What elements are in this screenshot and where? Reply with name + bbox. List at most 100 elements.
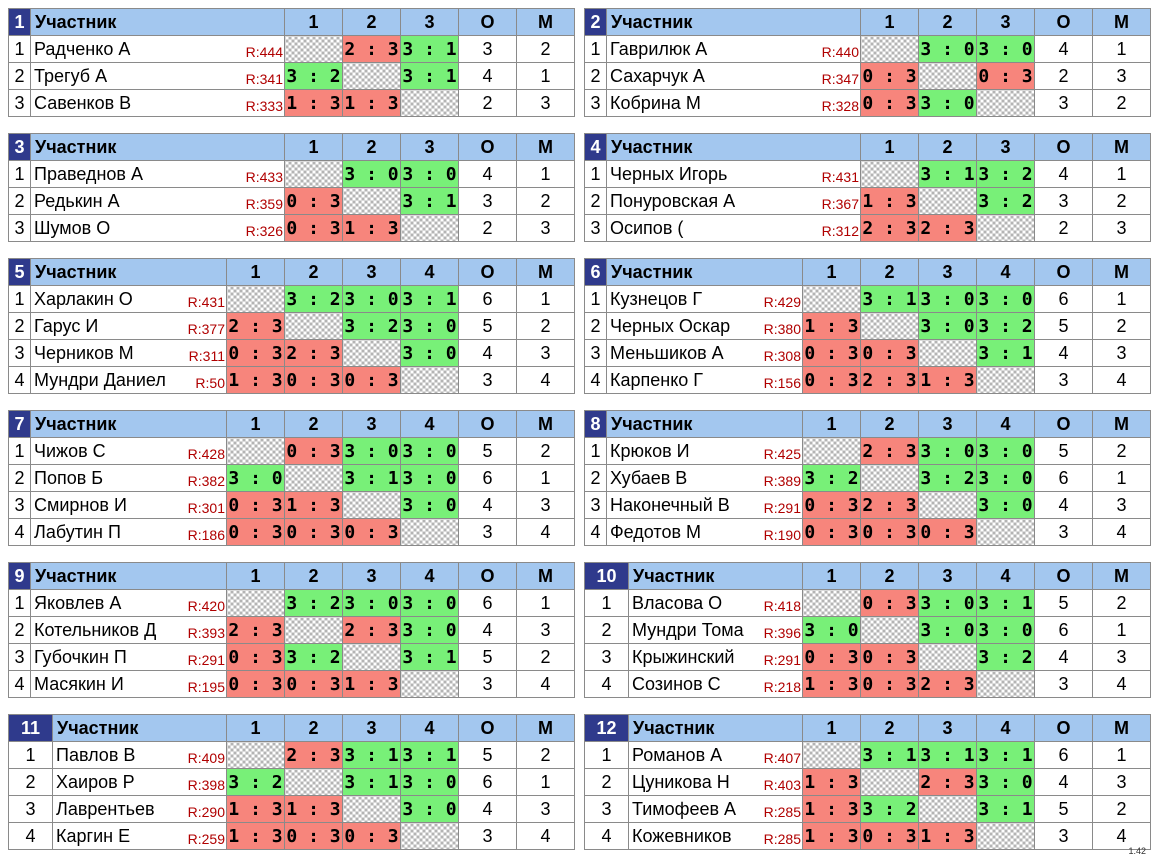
player-points: 3: [1034, 518, 1093, 546]
player-name: Яковлев А: [34, 592, 122, 613]
player-seed: 1: [584, 35, 607, 63]
player-place: 2: [516, 643, 575, 671]
match-score-win: 3 : 2: [284, 643, 343, 671]
player-seed: 2: [8, 312, 31, 340]
group-header-row: 1 Участник 1 2 3 О М: [8, 8, 575, 36]
participant-column-header: Участник: [52, 714, 227, 742]
match-score-win: 3 : 2: [284, 62, 343, 90]
player-place: 2: [1092, 89, 1151, 117]
player-seed: 3: [8, 89, 31, 117]
match-score-win: 3 : 0: [976, 285, 1035, 313]
player-rating: R:190: [762, 527, 801, 543]
match-score-win: 3 : 0: [342, 285, 401, 313]
player-seed: 3: [584, 491, 607, 519]
player-points: 4: [1034, 768, 1093, 796]
match-score-win: 3 : 1: [976, 741, 1035, 769]
player-place: 1: [1092, 35, 1151, 63]
match-score-win: 3 : 0: [400, 589, 459, 617]
match-score-win: 3 : 0: [400, 616, 459, 644]
player-rating: R:259: [186, 831, 225, 847]
player-place: 1: [516, 464, 575, 492]
group-header-row: 3 Участник 1 2 3 О М: [8, 133, 575, 161]
player-place: 1: [1092, 741, 1151, 769]
player-name: Черников М: [34, 342, 134, 363]
self-match-cell: [860, 312, 919, 340]
player-place: 3: [516, 89, 575, 117]
player-points: 5: [458, 312, 517, 340]
player-cell: Кобрина М R:328: [606, 89, 861, 117]
match-score-loss: 0 : 3: [860, 589, 919, 617]
participant-column-header: Участник: [606, 410, 803, 438]
player-name: Карпенко Г: [610, 369, 704, 390]
player-cell: Осипов (R:312: [606, 214, 861, 242]
player-rating: R:312: [820, 223, 859, 239]
player-points: 3: [1034, 670, 1093, 698]
match-score-loss: 1 : 3: [226, 366, 285, 394]
place-column-header: М: [1092, 714, 1151, 742]
player-rating: R:291: [186, 652, 225, 668]
opponent-column-header: 3: [976, 133, 1035, 161]
player-points: 6: [458, 589, 517, 617]
player-rating: R:418: [762, 598, 801, 614]
match-score-win: 3 : 1: [342, 741, 401, 769]
match-score-loss: 0 : 3: [860, 670, 919, 698]
opponent-column-header: 2: [860, 714, 919, 742]
player-cell: Меньшиков А R:308: [606, 339, 803, 367]
player-seed: 1: [584, 160, 607, 188]
participant-column-header: Участник: [30, 562, 227, 590]
match-score-loss: 2 : 3: [918, 768, 977, 796]
player-seed: 3: [584, 214, 607, 242]
player-rating: R:301: [186, 500, 225, 516]
match-score-loss: 2 : 3: [918, 214, 977, 242]
player-name: Меньшиков А: [610, 342, 724, 363]
player-place: 2: [516, 187, 575, 215]
self-match-cell: [976, 366, 1035, 394]
player-points: 4: [1034, 35, 1093, 63]
match-score-win: 3 : 2: [284, 589, 343, 617]
points-column-header: О: [1034, 714, 1093, 742]
player-cell: Лаврентьев R:290: [52, 795, 227, 823]
player-name: Гаврилюк А: [610, 38, 708, 59]
player-seed: 4: [8, 670, 31, 698]
self-match-cell: [976, 518, 1035, 546]
player-cell: Крыжинский R:291: [628, 643, 803, 671]
player-name: Редькин А: [34, 190, 120, 211]
points-column-header: О: [458, 562, 517, 590]
group-header-row: 7 Участник 1 2 3 4 О М: [8, 410, 575, 438]
group-header-row: 12 Участник 1 2 3 4 О М: [584, 714, 1151, 742]
player-cell: Масякин И R:195: [30, 670, 227, 698]
player-place: 2: [1092, 795, 1151, 823]
opponent-column-header: 3: [918, 714, 977, 742]
match-score-win: 3 : 1: [342, 464, 401, 492]
player-name: Гарус И: [34, 315, 99, 336]
player-place: 1: [516, 62, 575, 90]
opponent-column-header: 1: [802, 714, 861, 742]
player-seed: 4: [584, 366, 607, 394]
player-cell: Карпенко Г R:156: [606, 366, 803, 394]
points-column-header: О: [1034, 562, 1093, 590]
opponent-column-header: 2: [284, 562, 343, 590]
player-name: Тимофеев А: [632, 798, 737, 819]
match-score-loss: 0 : 3: [802, 643, 861, 671]
match-score-win: 3 : 0: [400, 491, 459, 519]
player-cell: Кожевников R:285: [628, 822, 803, 850]
player-rating: R:291: [762, 652, 801, 668]
place-column-header: М: [1092, 8, 1151, 36]
self-match-cell: [860, 160, 919, 188]
version-label: 1.42: [1128, 846, 1146, 856]
self-match-cell: [400, 214, 459, 242]
opponent-column-header: 1: [860, 133, 919, 161]
match-score-loss: 1 : 3: [918, 822, 977, 850]
match-score-win: 3 : 1: [860, 285, 919, 313]
player-points: 3: [1034, 822, 1093, 850]
